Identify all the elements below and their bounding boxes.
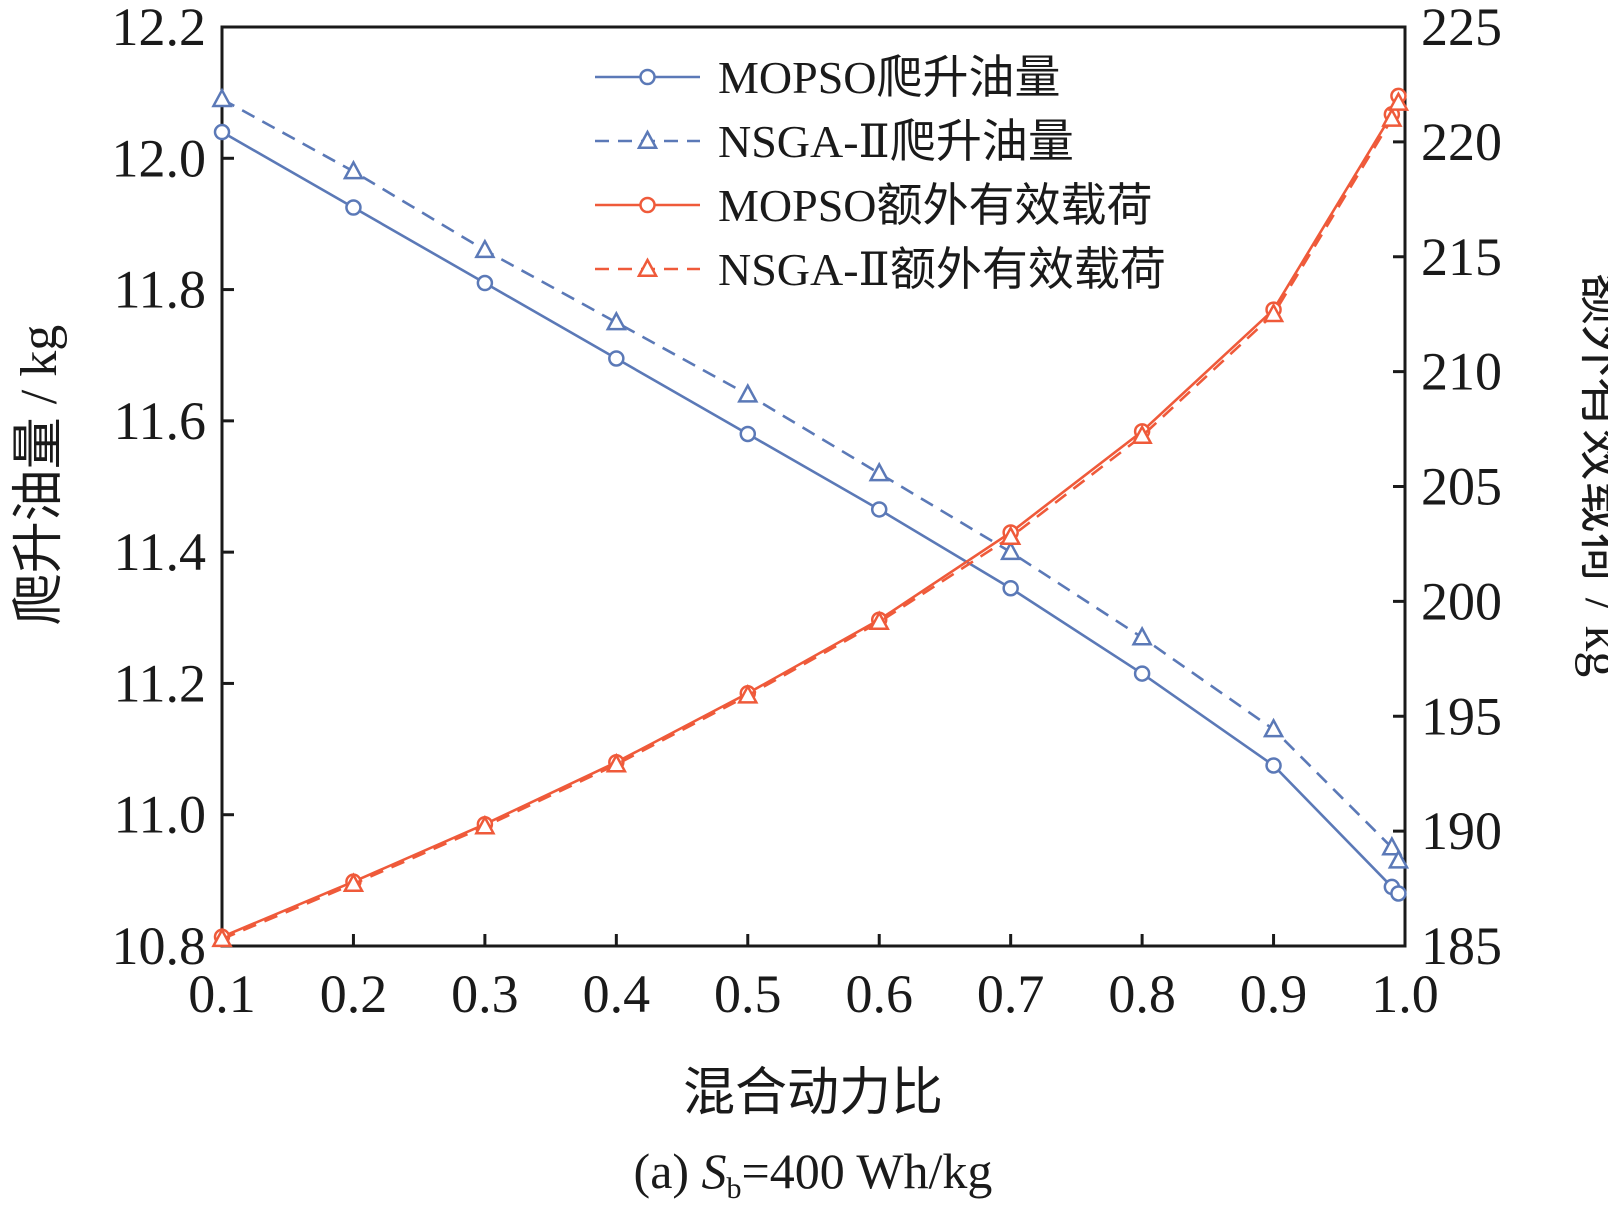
legend-label: NSGA-Ⅱ爬升油量 xyxy=(718,116,1074,167)
legend-entry: NSGA-Ⅱ爬升油量 xyxy=(595,116,1074,167)
y-right-tick-label: 195 xyxy=(1421,686,1502,746)
x-tick-label: 0.5 xyxy=(714,964,782,1024)
x-tick-label: 0.7 xyxy=(977,964,1045,1024)
figure-caption: (a) Sb=400 Wh/kg xyxy=(634,1143,993,1205)
data-point-marker xyxy=(211,927,233,948)
series-1 xyxy=(213,123,1407,902)
data-point-marker xyxy=(1265,757,1282,774)
data-point-marker xyxy=(868,610,890,631)
y-right-tick-label: 210 xyxy=(1421,342,1502,402)
data-point-marker xyxy=(870,501,888,518)
caption-symbol: S xyxy=(702,1143,727,1199)
x-tick-label: 1.0 xyxy=(1371,964,1439,1024)
data-point-marker xyxy=(608,350,625,367)
data-point-marker xyxy=(1387,91,1410,111)
caption-subscript: b xyxy=(727,1172,742,1205)
data-point-marker xyxy=(1262,717,1285,738)
data-point-marker xyxy=(1390,885,1407,902)
data-point-marker xyxy=(1387,849,1410,869)
data-point-marker xyxy=(605,310,627,331)
data-point-marker xyxy=(474,238,496,259)
x-axis-title: 混合动力比 xyxy=(683,1065,943,1122)
data-point-marker xyxy=(211,87,233,108)
y-left-tick-label: 11.4 xyxy=(114,522,207,582)
y-right-tick-label: 200 xyxy=(1421,571,1502,631)
caption-prefix: (a) xyxy=(634,1143,702,1199)
legend-swatch-marker xyxy=(639,196,656,214)
legend-entry: NSGA-Ⅱ额外有效载荷 xyxy=(595,244,1166,295)
legend-label: MOPSO爬升油量 xyxy=(718,52,1061,103)
data-point-marker xyxy=(1381,107,1403,127)
data-point-marker xyxy=(1131,424,1153,444)
caption-suffix: =400 Wh/kg xyxy=(742,1143,993,1199)
x-tick-label: 0.1 xyxy=(188,964,256,1024)
x-tick-label: 0.8 xyxy=(1108,964,1176,1024)
legend-entry: MOPSO爬升油量 xyxy=(595,52,1061,103)
x-tick-label: 0.4 xyxy=(583,964,651,1024)
series-2 xyxy=(211,87,1410,869)
data-point-marker xyxy=(476,274,494,292)
data-point-marker xyxy=(345,199,362,216)
data-point-marker xyxy=(474,814,496,835)
data-point-marker xyxy=(1262,302,1285,323)
y-left-tick-label: 12.0 xyxy=(112,128,207,188)
data-point-marker xyxy=(1000,525,1022,546)
y-left-tick-label: 10.8 xyxy=(112,916,207,976)
data-point-marker xyxy=(868,461,890,482)
data-point-marker xyxy=(1131,625,1153,646)
legend-swatch-marker xyxy=(639,68,656,86)
y-right-tick-label: 225 xyxy=(1421,0,1502,57)
legend-label: NSGA-Ⅱ额外有效载荷 xyxy=(718,244,1166,295)
legend-entry: MOPSO额外有效载荷 xyxy=(595,180,1153,231)
data-point-marker xyxy=(342,872,365,892)
x-tick-label: 0.2 xyxy=(320,964,388,1024)
y-right-tick-label: 220 xyxy=(1421,112,1502,172)
legend-swatch-marker xyxy=(636,257,659,277)
data-point-marker xyxy=(1133,665,1151,682)
y-left-tick-label: 11.2 xyxy=(114,653,207,713)
data-point-marker xyxy=(1002,579,1019,597)
x-tick-label: 0.3 xyxy=(451,964,519,1024)
y-left-tick-label: 11.6 xyxy=(114,391,207,451)
series-4 xyxy=(211,91,1410,948)
y-right-tick-label: 190 xyxy=(1421,801,1502,861)
data-point-marker xyxy=(213,123,231,141)
y-right-tick-label: 215 xyxy=(1421,227,1502,287)
series-line xyxy=(221,102,1400,941)
y-right-tick-label: 185 xyxy=(1421,916,1502,976)
y-left-tick-label: 12.2 xyxy=(112,0,207,57)
data-point-marker xyxy=(1381,835,1403,856)
legend-swatch-marker xyxy=(636,129,659,149)
data-point-marker xyxy=(342,159,365,180)
y-left-tick-label: 11.8 xyxy=(114,260,207,320)
data-point-marker xyxy=(1000,540,1022,561)
x-tick-label: 0.9 xyxy=(1240,964,1308,1024)
data-point-marker xyxy=(737,382,759,403)
data-point-marker xyxy=(605,752,627,773)
legend-label: MOPSO额外有效载荷 xyxy=(718,180,1153,231)
y-left-tick-label: 11.0 xyxy=(114,785,207,845)
data-point-marker xyxy=(739,425,757,443)
y-right-tick-label: 205 xyxy=(1421,457,1502,517)
x-tick-label: 0.6 xyxy=(845,964,913,1024)
data-point-marker xyxy=(737,683,759,704)
y-left-axis-title: 爬升油量 / kg xyxy=(11,325,68,625)
y-right-axis-title: 额外有效载荷 / kg xyxy=(1574,273,1608,677)
